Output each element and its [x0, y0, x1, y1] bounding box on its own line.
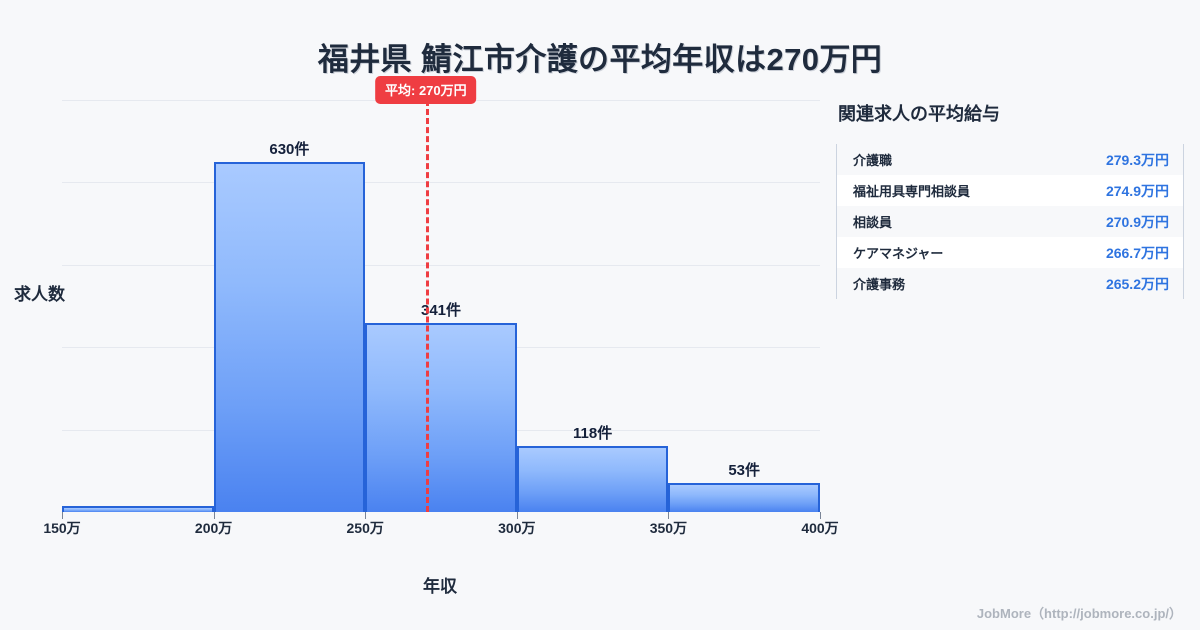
page-title: 福井県 鯖江市介護の平均年収は270万円: [317, 42, 883, 77]
job-salary: 279.3万円: [1105, 151, 1169, 168]
job-name: 介護事務: [853, 277, 906, 292]
job-salary: 270.9万円: [1105, 213, 1169, 230]
x-tick-label: 350万: [649, 520, 688, 536]
y-axis-title: 求人数: [14, 285, 65, 304]
plot-area: 630件 341件 118件 53件 平均: 270万円: [62, 76, 820, 512]
bar[interactable]: [668, 482, 820, 512]
job-name: ケアマネジャー: [853, 246, 944, 261]
x-tick-mark: [62, 512, 63, 519]
bar-value-label: 341件: [420, 301, 462, 319]
x-tick-label: 400万: [801, 520, 839, 536]
gridline: [62, 264, 820, 266]
bar-value-label: 630件: [269, 141, 310, 159]
job-name: 介護職: [853, 153, 893, 168]
gridline: [62, 182, 820, 184]
salary-table: 介護職 279.3万円福祉用具専門相談員 274.9万円相談員 270.9万円ケアマネ…: [836, 144, 1184, 299]
average-line: [425, 100, 429, 512]
x-tick-mark: [516, 512, 518, 519]
bar[interactable]: [213, 162, 366, 512]
bar[interactable]: [516, 446, 669, 512]
job-name: 相談員: [853, 215, 893, 230]
x-axis-title: 年収: [423, 577, 457, 596]
table-row[interactable]: 介護職 279.3万円: [837, 144, 1183, 175]
job-name: 福祉用具専門相談員: [853, 184, 971, 199]
x-tick-mark: [820, 512, 821, 519]
bar[interactable]: [365, 322, 517, 512]
x-tick-mark: [213, 512, 215, 519]
x-tick-label: 150万: [43, 520, 81, 536]
bar-value-label: 118件: [572, 425, 613, 443]
footer-watermark: JobMore（http://jobmore.co.jp/）: [976, 606, 1182, 621]
x-tick-label: 250万: [346, 520, 384, 536]
table-row[interactable]: 相談員 270.9万円: [837, 206, 1183, 237]
average-badge: 平均: 270万円: [375, 76, 477, 104]
panel-title: 関連求人の平均給与: [838, 104, 1000, 124]
related-salary-panel: 関連求人の平均給与 介護職 279.3万円福祉用具専門相談員 274.9万円相談員 2…: [836, 100, 1184, 299]
job-salary: 274.9万円: [1105, 182, 1169, 199]
table-row[interactable]: 福祉用具専門相談員 274.9万円: [837, 175, 1183, 206]
job-salary: 266.7万円: [1105, 244, 1169, 261]
x-tick-label: 200万: [194, 520, 233, 536]
x-tick-mark: [365, 512, 367, 519]
job-salary: 265.2万円: [1105, 275, 1169, 292]
table-row[interactable]: ケアマネジャー 266.7万円: [837, 237, 1183, 268]
bar[interactable]: [62, 505, 214, 512]
table-row[interactable]: 介護事務 265.2万円: [837, 268, 1183, 299]
histogram-chart: 求人数 年収 630件 341件 118件 53件 平均: 270万円 150万 200万…: [14, 76, 839, 596]
x-tick-label: 300万: [498, 520, 536, 536]
bar-value-label: 53件: [728, 461, 761, 479]
x-tick-mark: [668, 512, 670, 519]
